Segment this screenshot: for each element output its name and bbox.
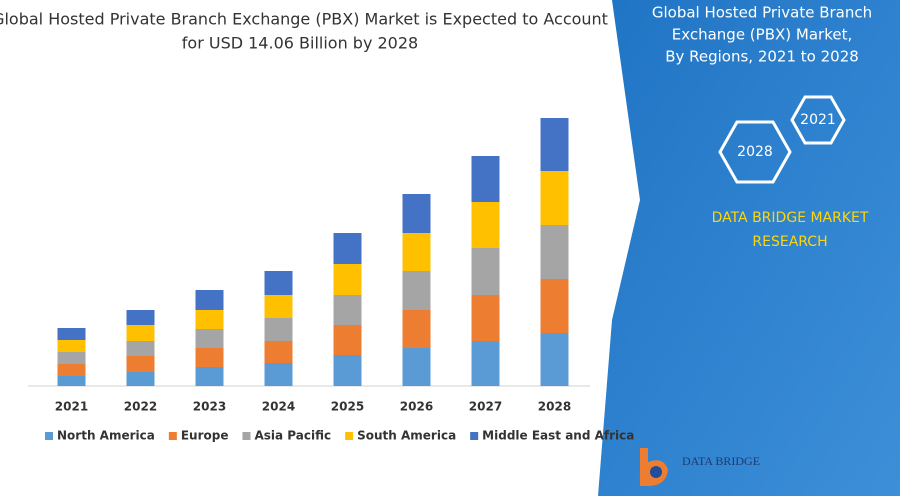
bar-segment: [264, 363, 293, 386]
brand-text: DATA BRIDGE MARKET: [712, 210, 869, 226]
hex-label: 2028: [737, 144, 773, 160]
legend-swatch: [470, 432, 479, 440]
legend-label: South America: [357, 429, 456, 443]
bar-segment: [57, 328, 86, 340]
bar-segment: [540, 333, 569, 386]
bar-segment: [540, 279, 569, 333]
side-panel: [598, 0, 900, 496]
bar-segment: [126, 341, 155, 356]
chart-title: Global Hosted Private Branch Exchange (P…: [0, 10, 608, 29]
logo: [640, 448, 668, 486]
bar-segment: [471, 248, 500, 295]
bar-segment: [195, 329, 224, 348]
bar-segment: [471, 341, 500, 386]
chart-title: for USD 14.06 Billion by 2028: [182, 34, 418, 53]
bar-segment: [540, 171, 569, 225]
panel-title: By Regions, 2021 to 2028: [665, 48, 859, 66]
logo-mark: [650, 466, 662, 478]
x-tick-label: 2021: [55, 400, 88, 414]
bar-segment: [57, 376, 86, 386]
bar-segment: [402, 348, 431, 386]
bar-segment: [195, 348, 224, 367]
panel-title: Exchange (PBX) Market,: [672, 26, 852, 44]
x-tick-label: 2024: [262, 400, 295, 414]
bar-segment: [471, 295, 500, 341]
x-tick-label: 2027: [469, 400, 502, 414]
hexagon: [718, 120, 792, 184]
legend-label: Middle East and Africa: [482, 429, 634, 443]
x-tick-label: 2026: [400, 400, 433, 414]
bar-segment: [57, 352, 86, 364]
bar-segment: [126, 356, 155, 372]
bar-segment: [264, 318, 293, 341]
bar-segment: [57, 364, 86, 376]
bar-segment: [471, 156, 500, 202]
bar-segment: [195, 310, 224, 329]
bar-segment: [402, 271, 431, 310]
legend-swatch: [242, 432, 251, 440]
bar-segment: [126, 325, 155, 341]
bar-segment: [540, 118, 569, 171]
x-tick-label: 2028: [538, 400, 571, 414]
bar-segment: [195, 290, 224, 310]
bar-segment: [126, 372, 155, 386]
hex-label: 2021: [800, 112, 836, 128]
bar-segment: [264, 341, 293, 363]
logo-text: DATA BRIDGE: [682, 454, 760, 468]
x-tick-label: 2022: [124, 400, 157, 414]
bar-segment: [333, 264, 362, 295]
legend-swatch: [345, 432, 354, 440]
hexagon: [790, 95, 846, 145]
bar-segment: [126, 310, 155, 325]
panel-title: Global Hosted Private Branch: [652, 4, 872, 22]
bar-segment: [402, 310, 431, 348]
bar-segment: [57, 340, 86, 352]
legend-swatch: [168, 432, 177, 440]
bar-segment: [195, 367, 224, 386]
legend-label: Europe: [181, 429, 229, 443]
bar-segment: [471, 202, 500, 248]
bar-segment: [402, 233, 431, 271]
legend-swatch: [45, 432, 53, 440]
x-tick-label: 2023: [193, 400, 226, 414]
legend-label: Asia Pacific: [254, 429, 331, 443]
bar-segment: [264, 295, 293, 318]
legend-label: North America: [57, 429, 155, 443]
bar-segment: [333, 295, 362, 325]
bar-segment: [333, 325, 362, 355]
brand-text: RESEARCH: [752, 234, 827, 250]
bar-segment: [333, 233, 362, 264]
bar-segment: [333, 355, 362, 386]
bar-segment: [402, 194, 431, 233]
bar-segment: [540, 225, 569, 279]
x-tick-label: 2025: [331, 400, 364, 414]
bar-segment: [264, 271, 293, 295]
